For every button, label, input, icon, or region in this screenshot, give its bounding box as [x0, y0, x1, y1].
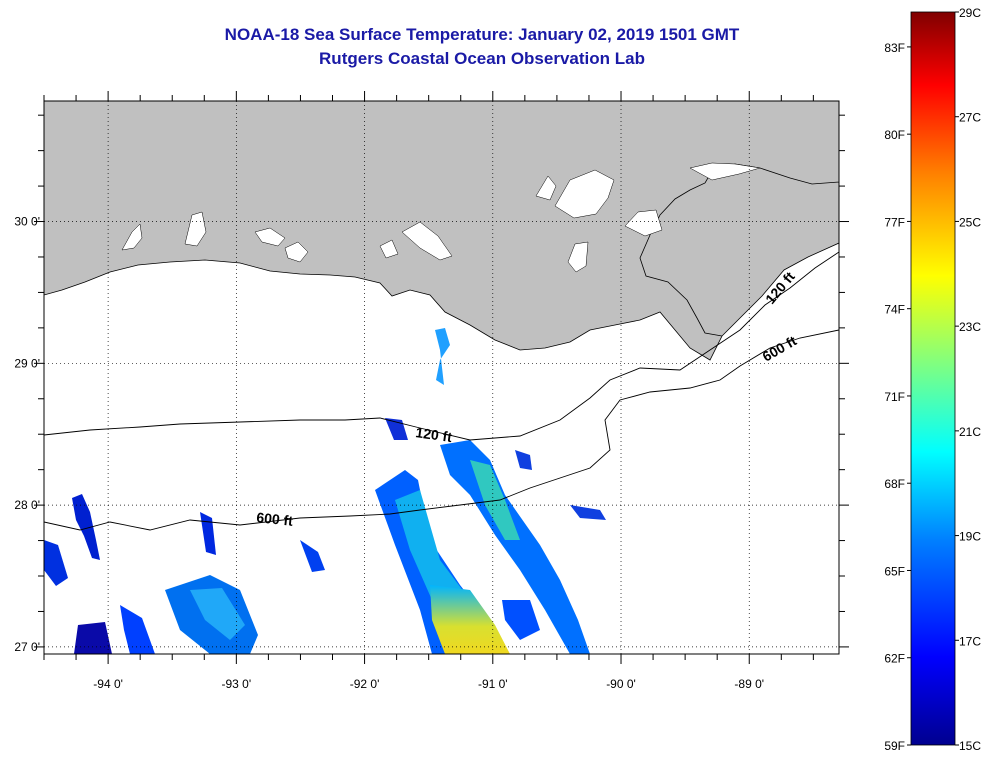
lon-tick-label: -93 0'	[222, 677, 252, 691]
colorbar	[910, 11, 956, 746]
contour-label-600ft-west: 600 ft	[256, 509, 294, 529]
lon-tick-label: -90 0'	[606, 677, 636, 691]
contour-600ft	[44, 329, 839, 531]
map-frame	[43, 100, 840, 655]
colorbar-label-c: 21C	[959, 425, 981, 439]
lon-tick-label: -89 0'	[734, 677, 764, 691]
map-subtitle: Rutgers Coastal Ocean Observation Lab	[319, 49, 645, 68]
colorbar-label-c: 15C	[959, 739, 981, 753]
lon-tick-label: -94 0'	[93, 677, 123, 691]
colorbar-label-f: 62F	[884, 652, 905, 666]
colorbar-label-f: 83F	[884, 41, 905, 55]
lon-tick-label: -92 0'	[350, 677, 380, 691]
colorbar-label-f: 80F	[884, 128, 905, 142]
inland-lakes	[121, 162, 761, 273]
sst-data	[44, 328, 606, 654]
colorbar-label-f: 74F	[884, 303, 905, 317]
map-ticks	[34, 91, 849, 664]
colorbar-label-f: 77F	[884, 215, 905, 229]
lon-tick-label: -91 0'	[478, 677, 508, 691]
colorbar-label-c: 23C	[959, 320, 981, 334]
colorbar-label-f: 65F	[884, 564, 905, 578]
lat-tick-label: 27 0'	[14, 640, 40, 654]
colorbar-label-f: 59F	[884, 739, 905, 753]
lat-tick-label: 29 0'	[14, 356, 40, 370]
map-gridlines	[44, 101, 839, 654]
colorbar-label-f: 68F	[884, 477, 905, 491]
colorbar-label-c: 27C	[959, 111, 981, 125]
colorbar-label-c: 25C	[959, 215, 981, 229]
land-mass	[44, 101, 839, 361]
lat-tick-label: 30 0'	[14, 215, 40, 229]
colorbar-label-f: 71F	[884, 390, 905, 404]
axis-labels: -94 0' -93 0' -92 0' -91 0' -90 0' -89 0' 30 0…	[14, 215, 764, 691]
bathymetry-contours	[44, 251, 839, 531]
colorbar-label-c: 19C	[959, 530, 981, 544]
colorbar-labels: 29C 27C 25C 23C 21C 19C 17C 15C 83F 80F 77F 74F 71F 6…	[884, 6, 981, 753]
contour-label-120ft-center: 120 ft	[415, 424, 454, 445]
colorbar-label-c: 29C	[959, 6, 981, 20]
map-title: NOAA-18 Sea Surface Temperature: January…	[224, 25, 740, 44]
contour-120ft	[44, 251, 839, 441]
contour-label-600ft-east: 600 ft	[760, 332, 800, 364]
lat-tick-label: 28 0'	[14, 498, 40, 512]
colorbar-label-c: 17C	[959, 634, 981, 648]
